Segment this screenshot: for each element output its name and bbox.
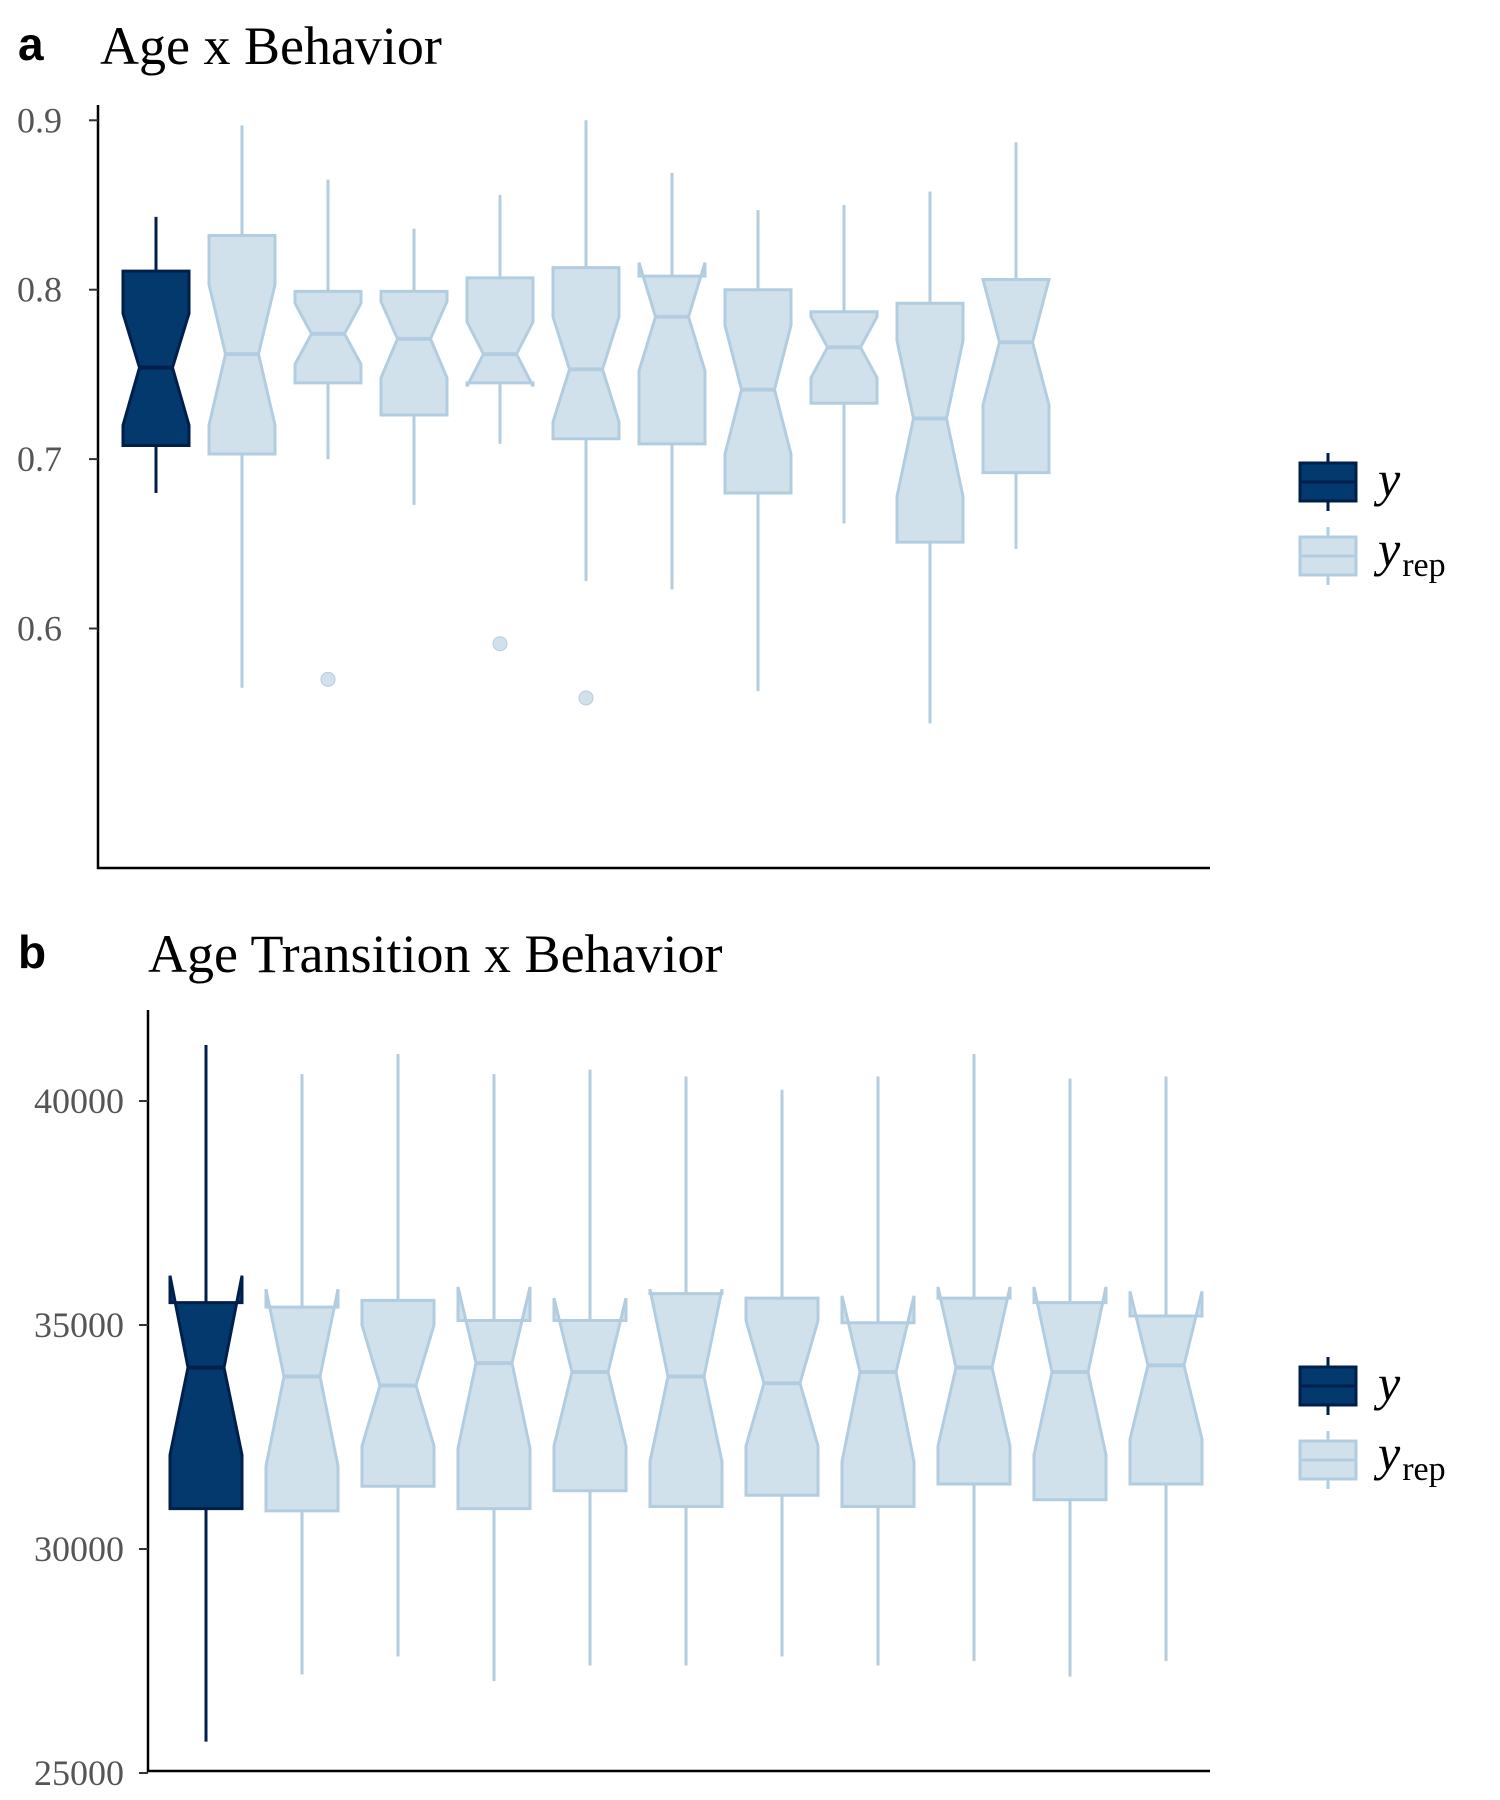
box-body xyxy=(121,269,191,448)
legend-b-y-label: y xyxy=(1373,1355,1401,1411)
box-body xyxy=(981,278,1051,475)
box-body xyxy=(637,262,707,446)
legend-b-yrep-label: yrep xyxy=(1373,1425,1446,1488)
box-body xyxy=(809,310,879,405)
replicate-box xyxy=(293,179,363,687)
panel-a: a Age x Behavior 0.6 0.7 0.8 0.9 xyxy=(17,16,1210,870)
replicate-box xyxy=(936,1053,1012,1661)
box-body xyxy=(551,266,621,441)
box-body xyxy=(895,301,965,544)
replicate-box xyxy=(648,1076,724,1666)
box-body xyxy=(1128,1291,1204,1486)
replicate-box xyxy=(809,205,879,524)
observed-box xyxy=(168,1045,244,1742)
replicate-box xyxy=(981,142,1051,549)
box-body xyxy=(264,1288,340,1513)
y-tick-label: 35000 xyxy=(34,1305,124,1345)
outlier-point xyxy=(492,636,508,652)
replicate-box xyxy=(360,1053,436,1657)
y-tick-label: 40000 xyxy=(34,1081,124,1121)
replicate-box xyxy=(207,125,277,688)
replicate-box xyxy=(264,1074,340,1675)
panel-a-y-ticks: 0.6 0.7 0.8 0.9 xyxy=(17,100,98,649)
box-body xyxy=(936,1286,1012,1486)
legend-b-y-entry: y xyxy=(1298,1355,1401,1415)
box-body xyxy=(648,1288,724,1508)
legend-a: y yrep xyxy=(1298,451,1446,585)
panel-b-letter: b xyxy=(18,926,46,978)
replicate-box xyxy=(1128,1076,1204,1661)
replicate-box xyxy=(637,172,707,590)
box-body xyxy=(552,1297,628,1493)
replicate-box xyxy=(1032,1078,1108,1677)
panel-a-plot-area xyxy=(121,120,1051,724)
replicate-box xyxy=(551,120,621,706)
replicate-box xyxy=(456,1074,532,1682)
legend-a-y-entry: y xyxy=(1298,451,1401,511)
panel-a-title: Age x Behavior xyxy=(100,16,442,76)
legend-key-replicate xyxy=(1298,527,1358,585)
legend-key-observed xyxy=(1298,1357,1358,1415)
replicate-box xyxy=(723,210,793,692)
panel-b-title: Age Transition x Behavior xyxy=(148,924,723,984)
replicate-box xyxy=(840,1076,916,1666)
box-body xyxy=(379,289,449,417)
replicate-box xyxy=(379,228,449,505)
box-body xyxy=(293,289,363,385)
replicate-box xyxy=(744,1089,820,1657)
legend-a-yrep-label: yrep xyxy=(1373,521,1446,584)
y-tick-label: 0.9 xyxy=(17,100,62,140)
y-tick-label: 30000 xyxy=(34,1529,124,1569)
box-body xyxy=(744,1296,820,1497)
panel-b-plot-area xyxy=(168,1045,1204,1742)
legend-b-yrep-entry: yrep xyxy=(1298,1425,1446,1489)
box-body xyxy=(207,233,277,456)
replicate-box xyxy=(465,194,535,652)
outlier-point xyxy=(578,690,594,706)
box-body xyxy=(1032,1286,1108,1502)
legend-key-replicate xyxy=(1298,1431,1358,1489)
panel-b: b Age Transition x Behavior 25000 30000 35… xyxy=(18,924,1210,1793)
legend-a-y-label: y xyxy=(1373,451,1401,507)
replicate-box xyxy=(552,1069,628,1666)
panel-a-letter: a xyxy=(18,18,44,70)
legend-a-yrep-entry: yrep xyxy=(1298,521,1446,585)
panel-b-y-ticks: 25000 30000 35000 40000 xyxy=(34,1081,148,1793)
box-body xyxy=(840,1295,916,1508)
replicate-box xyxy=(895,191,965,724)
y-tick-label: 25000 xyxy=(34,1753,124,1793)
box-body xyxy=(456,1286,532,1511)
legend-b: y yrep xyxy=(1298,1355,1446,1489)
box-body xyxy=(360,1298,436,1488)
y-tick-label: 0.8 xyxy=(17,270,62,310)
legend-key-observed xyxy=(1298,453,1358,511)
box-body xyxy=(168,1275,244,1511)
box-body xyxy=(465,276,535,387)
y-tick-label: 0.6 xyxy=(17,609,62,649)
y-tick-label: 0.7 xyxy=(17,439,62,479)
observed-box xyxy=(121,216,191,493)
outlier-point xyxy=(320,671,336,687)
